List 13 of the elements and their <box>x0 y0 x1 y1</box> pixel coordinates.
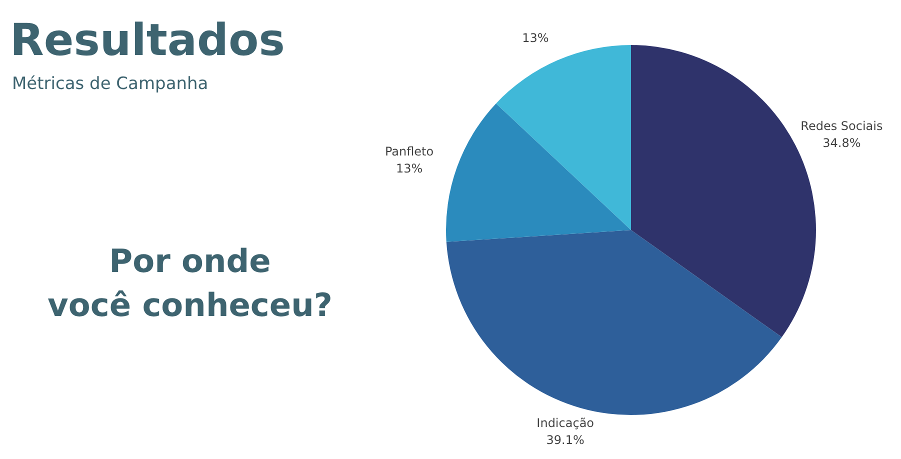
chart-title: Resultados <box>10 15 285 66</box>
pie-slice <box>446 103 631 242</box>
data-label: 13% <box>396 161 423 176</box>
slice-label: Panfleto <box>384 144 434 158</box>
data-label: 34.8% <box>822 136 861 150</box>
data-label: 39.1% <box>546 433 584 448</box>
text: Por onde você conheceu? <box>48 242 332 324</box>
pie-slice <box>496 45 631 230</box>
slice-label: Redes Sociais <box>800 119 883 134</box>
text: Métricas de Campanha <box>12 74 208 94</box>
slice-label: Indicação <box>536 416 594 430</box>
data-label: 13% <box>522 31 549 46</box>
pie-slice <box>446 230 782 415</box>
